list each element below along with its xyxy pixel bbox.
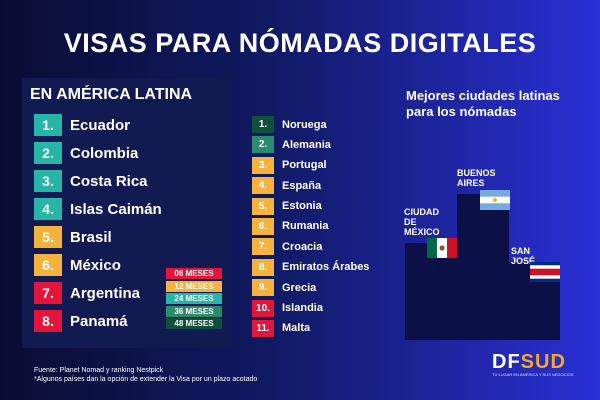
- argentina-flag-icon: [480, 190, 510, 210]
- buenos-aires-column: [457, 194, 509, 340]
- world-item-number: 6.: [252, 217, 274, 235]
- latam-list: 1. Ecuador 2. Colombia 3. Costa Rica 4. Islas C…: [34, 114, 162, 338]
- logo-df: DF: [492, 351, 521, 373]
- latam-item-number: 2.: [34, 142, 62, 164]
- world-list-item: 5. Estonia: [252, 197, 369, 215]
- world-item-number: 8.: [252, 258, 274, 276]
- footnote: Fuente: Planet Nomad y ranking Nestpick …: [34, 366, 257, 384]
- dfsud-logo: DFSUD TU LUGAR EN AMÉRICA Y SUS NEGOCIOS: [492, 352, 584, 382]
- latam-item-country: Costa Rica: [70, 172, 148, 190]
- latam-item-country: Islas Caimán: [70, 200, 162, 218]
- world-item-number: 10.: [252, 299, 274, 317]
- world-item-country: Emiratos Árabes: [282, 261, 370, 274]
- world-item-country: Portugal: [282, 159, 327, 172]
- latam-item-country: Argentina: [70, 284, 141, 302]
- world-list-item: 11. Malta: [252, 319, 369, 337]
- latam-list-item: 5. Brasil: [34, 226, 162, 248]
- mexico-label: CIUDAD DE MÉXICO: [404, 207, 440, 237]
- latam-item-number: 4.: [34, 198, 62, 220]
- world-list-item: 10. Islandia: [252, 299, 369, 317]
- world-item-number: 1.: [252, 116, 274, 133]
- world-item-country: Rumania: [282, 220, 329, 233]
- world-item-country: Grecia: [282, 281, 317, 294]
- world-item-number: 3.: [252, 156, 274, 174]
- latam-list-item: 4. Islas Caimán: [34, 198, 162, 220]
- latam-list-item: 2. Colombia: [34, 142, 162, 164]
- mexico-label-line: DE: [404, 217, 417, 227]
- latam-item-country: Brasil: [70, 228, 112, 246]
- san-jose-label-line: SAN: [511, 246, 531, 256]
- latam-item-country: Ecuador: [70, 116, 131, 134]
- logo-tagline: TU LUGAR EN AMÉRICA Y SUS NEGOCIOS: [492, 372, 574, 377]
- world-item-number: 11.: [252, 319, 274, 337]
- mexico-label-line: CIUDAD: [404, 207, 439, 217]
- world-list-item: 4. España: [252, 177, 369, 195]
- world-list-item: 7. Croacia: [252, 238, 369, 256]
- buenos-aires-label-line: AIRES: [457, 178, 485, 188]
- latam-list-item: 1. Ecuador: [34, 114, 162, 136]
- legend-item: 24 MESES: [166, 293, 222, 305]
- page-title: VISAS PARA NÓMADAS DIGITALES: [63, 28, 537, 58]
- legend-item: 06 MESES: [166, 268, 222, 279]
- world-list-item: 2. Alemania: [252, 136, 369, 154]
- mexico-column: [405, 243, 457, 340]
- latam-item-number: 3.: [34, 170, 62, 192]
- latam-item-country: Panamá: [70, 312, 128, 330]
- san-jose-label-line: JOSÉ: [511, 256, 536, 266]
- latam-item-number: 1.: [34, 114, 62, 136]
- world-list: 1. Noruega 2. Alemania 3. Portugal 4. España 5. E…: [252, 116, 369, 340]
- world-item-number: 4.: [252, 177, 274, 195]
- costa-rica-flag-icon: [530, 262, 560, 282]
- world-item-country: Estonia: [282, 200, 322, 213]
- logo-sud: SUD: [520, 351, 566, 373]
- world-item-country: Croacia: [282, 240, 323, 253]
- legend-item: 12 MESES: [166, 280, 222, 292]
- mexico-flag-icon: [427, 238, 457, 258]
- latam-item-number: 5.: [34, 226, 62, 248]
- latam-heading: EN AMÉRICA LATINA: [30, 86, 193, 103]
- world-item-number: 5.: [252, 197, 274, 215]
- latam-item-number: 6.: [34, 254, 62, 276]
- world-list-item: 8. Emiratos Árabes: [252, 258, 370, 276]
- world-item-country: España: [282, 179, 322, 192]
- world-item-country: Alemania: [282, 138, 331, 151]
- latam-list-item: 7. Argentina: [34, 282, 162, 304]
- world-item-country: Islandia: [282, 302, 323, 315]
- latam-item-number: 8.: [34, 310, 62, 332]
- duration-legend: 06 MESES 12 MESES 24 MESES 36 MESES 48 MESES: [166, 268, 222, 331]
- latam-item-number: 7.: [34, 282, 62, 304]
- mexico-label-line: MÉXICO: [404, 227, 440, 237]
- world-item-country: Malta: [282, 322, 311, 335]
- footnote-source: Fuente: Planet Nomad y ranking Nestpick: [34, 367, 164, 374]
- footnote-note: *Algunos países dan la opción de extende…: [34, 376, 258, 383]
- world-list-item: 1. Noruega: [252, 116, 369, 133]
- san-jose-label: SAN JOSÉ: [511, 246, 535, 266]
- latam-list-item: 3. Costa Rica: [34, 170, 162, 192]
- world-item-country: Noruega: [282, 118, 327, 131]
- buenos-aires-label-line: BUENOS: [457, 168, 496, 178]
- cities-title: Mejores ciudades latinas para los nómada…: [406, 88, 560, 119]
- latam-list-item: 6. México: [34, 254, 162, 276]
- world-item-number: 7.: [252, 238, 274, 256]
- latam-item-country: México: [70, 256, 121, 274]
- latam-item-country: Colombia: [70, 144, 139, 162]
- world-list-item: 3. Portugal: [252, 156, 369, 174]
- latam-list-item: 8. Panamá: [34, 310, 162, 332]
- world-item-number: 2.: [252, 136, 274, 154]
- buenos-aires-label: BUENOS AIRES: [457, 168, 496, 188]
- legend-item: 36 MESES: [166, 305, 222, 317]
- logo-wordmark: DFSUD: [492, 352, 584, 372]
- world-item-number: 9.: [252, 279, 274, 297]
- legend-item: 48 MESES: [166, 318, 222, 330]
- world-list-item: 6. Rumania: [252, 217, 369, 235]
- world-list-item: 9. Grecia: [252, 279, 369, 297]
